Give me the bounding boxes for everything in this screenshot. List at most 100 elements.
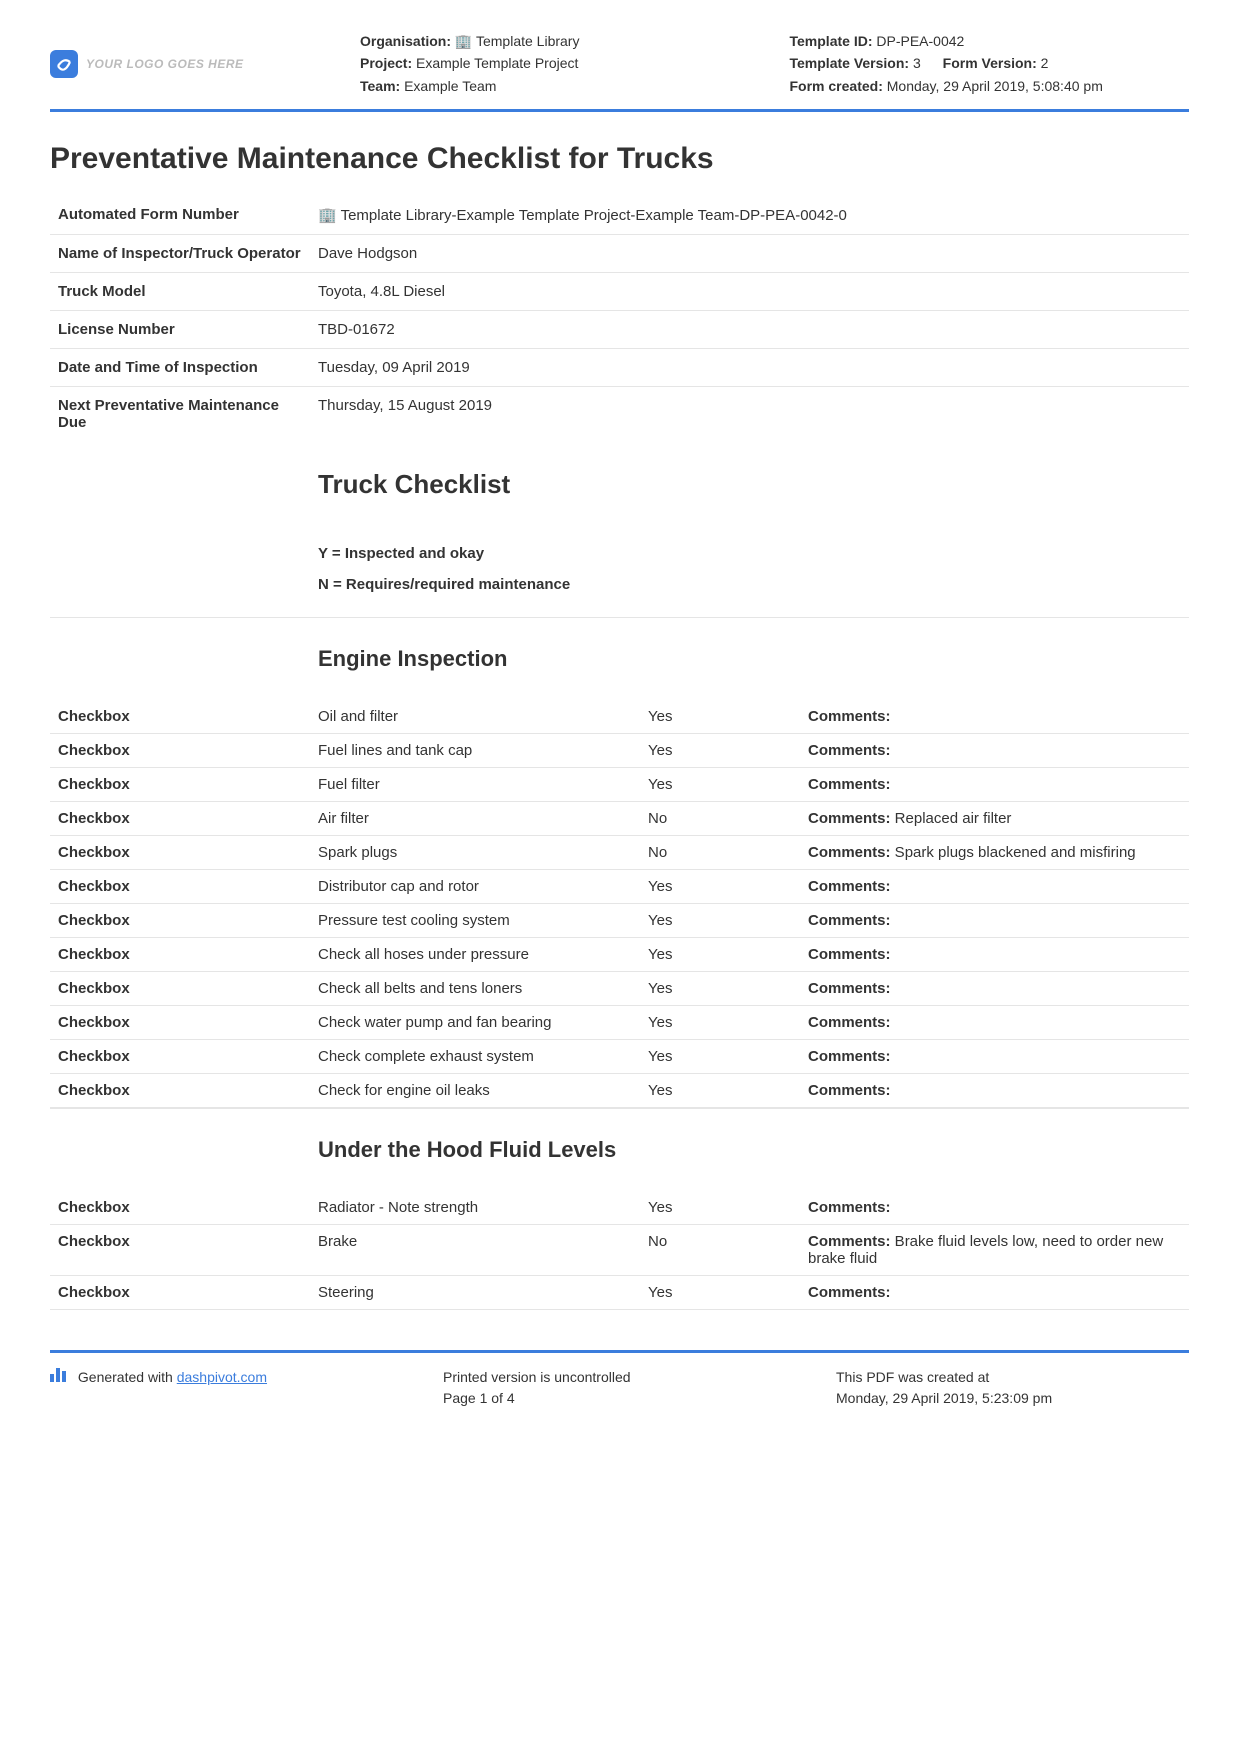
checklist-yn: Yes — [640, 938, 800, 972]
checkbox-label: Checkbox — [50, 1191, 310, 1225]
checklist-row: CheckboxAir filterNoComments: Replaced a… — [50, 802, 1189, 836]
header-col-left: Organisation: 🏢 Template Library Project… — [360, 30, 760, 97]
page-title: Preventative Maintenance Checklist for T… — [50, 142, 1189, 176]
checklist-row: CheckboxOil and filterYesComments: — [50, 700, 1189, 734]
checklist-item: Fuel filter — [310, 768, 640, 802]
checkbox-label: Checkbox — [50, 734, 310, 768]
tid-label: Template ID: — [790, 33, 873, 49]
checklist-comments: Comments: — [800, 1040, 1189, 1074]
checkbox-label: Checkbox — [50, 768, 310, 802]
footer-middle: Printed version is uncontrolled Page 1 o… — [443, 1367, 796, 1409]
checklist-yn: Yes — [640, 904, 800, 938]
checklist-row: CheckboxSteeringYesComments: — [50, 1276, 1189, 1310]
checklist-item: Spark plugs — [310, 836, 640, 870]
logo-placeholder-text: YOUR LOGO GOES HERE — [86, 57, 244, 71]
checklist-comments: Comments: Spark plugs blackened and misf… — [800, 836, 1189, 870]
header-col-right: Template ID: DP-PEA-0042 Template Versio… — [790, 30, 1190, 97]
tid-value: DP-PEA-0042 — [876, 33, 964, 49]
info-label: Automated Form Number — [50, 196, 310, 235]
checklist-yn: Yes — [640, 1074, 800, 1108]
checklist-item: Fuel lines and tank cap — [310, 734, 640, 768]
bars-icon — [50, 1368, 66, 1382]
info-value: TBD-01672 — [310, 311, 1189, 349]
checklist-comments: Comments: — [800, 1191, 1189, 1225]
info-row: Date and Time of InspectionTuesday, 09 A… — [50, 349, 1189, 387]
page-number: Page 1 of 4 — [443, 1388, 796, 1409]
info-value: Tuesday, 09 April 2019 — [310, 349, 1189, 387]
checklist-row: CheckboxPressure test cooling systemYesC… — [50, 904, 1189, 938]
checklist-item: Check complete exhaust system — [310, 1040, 640, 1074]
checkbox-label: Checkbox — [50, 700, 310, 734]
checklist-row: CheckboxFuel lines and tank capYesCommen… — [50, 734, 1189, 768]
checklist-item: Pressure test cooling system — [310, 904, 640, 938]
checkbox-label: Checkbox — [50, 802, 310, 836]
checklist-title: Truck Checklist — [318, 469, 1181, 500]
checklist-row: CheckboxCheck for engine oil leaksYesCom… — [50, 1074, 1189, 1108]
checklist-comments: Comments: — [800, 1074, 1189, 1108]
info-row: Name of Inspector/Truck OperatorDave Hod… — [50, 235, 1189, 273]
checklist-yn: Yes — [640, 1040, 800, 1074]
checkbox-label: Checkbox — [50, 1040, 310, 1074]
checklist-yn: Yes — [640, 870, 800, 904]
checklist-comments: Comments: — [800, 904, 1189, 938]
checklist-comments: Comments: — [800, 734, 1189, 768]
checklist-item: Air filter — [310, 802, 640, 836]
tver-label: Template Version: — [790, 55, 910, 71]
checklist-yn: Yes — [640, 972, 800, 1006]
checklist-yn: Yes — [640, 1191, 800, 1225]
info-label: License Number — [50, 311, 310, 349]
tver-value: 3 — [913, 55, 921, 71]
org-value: 🏢 Template Library — [455, 33, 580, 49]
checklist-yn: Yes — [640, 734, 800, 768]
checklist-yn: Yes — [640, 1006, 800, 1040]
checklist-yn: Yes — [640, 1276, 800, 1310]
checklist-item: Oil and filter — [310, 700, 640, 734]
checklist-yn: Yes — [640, 768, 800, 802]
checkbox-label: Checkbox — [50, 904, 310, 938]
logo-block: YOUR LOGO GOES HERE — [50, 30, 330, 97]
checklist-comments: Comments: — [800, 1006, 1189, 1040]
checklist-item: Check water pump and fan bearing — [310, 1006, 640, 1040]
dashpivot-link[interactable]: dashpivot.com — [177, 1369, 267, 1385]
footer-generated: Generated with dashpivot.com — [50, 1367, 403, 1409]
info-label: Name of Inspector/Truck Operator — [50, 235, 310, 273]
checkbox-label: Checkbox — [50, 938, 310, 972]
checkbox-label: Checkbox — [50, 870, 310, 904]
info-label: Truck Model — [50, 273, 310, 311]
checklist-row: CheckboxDistributor cap and rotorYesComm… — [50, 870, 1189, 904]
checklist-comments: Comments: — [800, 972, 1189, 1006]
checkbox-label: Checkbox — [50, 972, 310, 1006]
checklist-comments: Comments: Replaced air filter — [800, 802, 1189, 836]
checklist-wrapper: Truck Checklist Y = Inspected and okay N… — [50, 441, 1189, 617]
info-value: Dave Hodgson — [310, 235, 1189, 273]
info-label: Next Preventative Maintenance Due — [50, 387, 310, 442]
created-label: Form created: — [790, 78, 883, 94]
team-value: Example Team — [404, 78, 496, 94]
checklist-item: Brake — [310, 1225, 640, 1276]
checklist-item: Steering — [310, 1276, 640, 1310]
legend-y: Y = Inspected and okay — [318, 545, 1181, 562]
checklist-row: CheckboxCheck water pump and fan bearing… — [50, 1006, 1189, 1040]
info-value: 🏢 Template Library-Example Template Proj… — [310, 196, 1189, 235]
org-label: Organisation: — [360, 33, 451, 49]
checklist-row: CheckboxSpark plugsNoComments: Spark plu… — [50, 836, 1189, 870]
created-value: Monday, 29 April 2019, 5:08:40 pm — [887, 78, 1103, 94]
page-footer: Generated with dashpivot.com Printed ver… — [50, 1350, 1189, 1409]
checklist-item: Radiator - Note strength — [310, 1191, 640, 1225]
info-label: Date and Time of Inspection — [50, 349, 310, 387]
section-title: Engine Inspection — [318, 646, 1181, 672]
logo-icon — [50, 50, 78, 78]
checklist-comments: Comments: — [800, 1276, 1189, 1310]
checkbox-label: Checkbox — [50, 1225, 310, 1276]
pdf-created-value: Monday, 29 April 2019, 5:23:09 pm — [836, 1388, 1189, 1409]
checklist-item: Check all belts and tens loners — [310, 972, 640, 1006]
checklist-table: CheckboxOil and filterYesComments:Checkb… — [50, 700, 1189, 1108]
checklist-comments: Comments: — [800, 870, 1189, 904]
info-value: Thursday, 15 August 2019 — [310, 387, 1189, 442]
checkbox-label: Checkbox — [50, 836, 310, 870]
checklist-item: Check for engine oil leaks — [310, 1074, 640, 1108]
info-row: License NumberTBD-01672 — [50, 311, 1189, 349]
proj-value: Example Template Project — [416, 55, 578, 71]
page-header: YOUR LOGO GOES HERE Organisation: 🏢 Temp… — [50, 30, 1189, 112]
checklist-table: CheckboxRadiator - Note strengthYesComme… — [50, 1191, 1189, 1310]
